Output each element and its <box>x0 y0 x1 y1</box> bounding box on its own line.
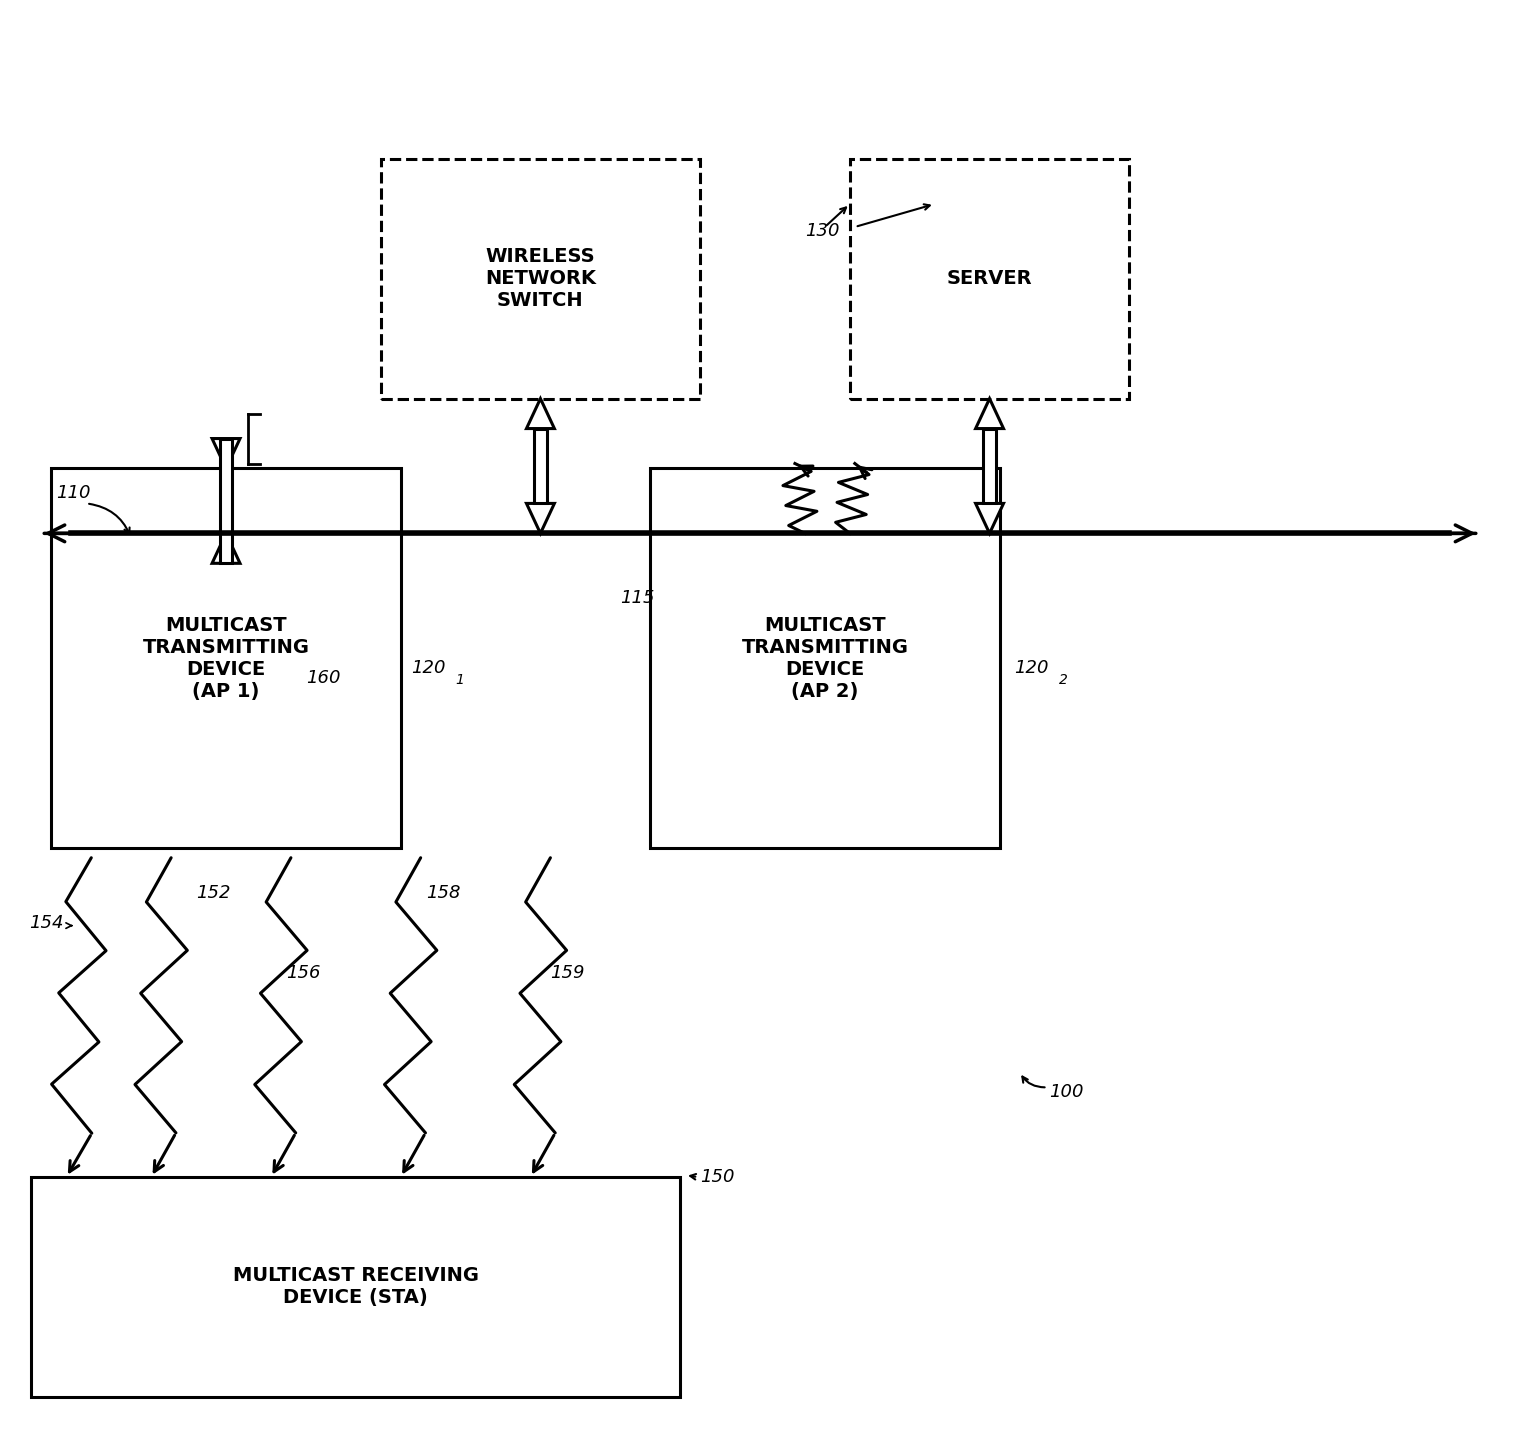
Polygon shape <box>213 439 240 469</box>
Text: 2: 2 <box>1059 673 1069 688</box>
Text: WIRELESS
NETWORK
SWITCH: WIRELESS NETWORK SWITCH <box>485 248 596 310</box>
Polygon shape <box>983 429 995 504</box>
Text: 159: 159 <box>551 963 585 982</box>
FancyBboxPatch shape <box>52 469 401 847</box>
FancyBboxPatch shape <box>651 469 1000 847</box>
Text: 152: 152 <box>196 883 231 902</box>
Text: 130: 130 <box>805 222 839 240</box>
Polygon shape <box>527 504 554 533</box>
Polygon shape <box>220 439 233 563</box>
FancyBboxPatch shape <box>850 159 1130 398</box>
Text: 120: 120 <box>1015 659 1049 678</box>
Text: 150: 150 <box>700 1169 735 1186</box>
Text: MULTICAST
TRANSMITTING
DEVICE
(AP 1): MULTICAST TRANSMITTING DEVICE (AP 1) <box>142 615 309 701</box>
Text: 120: 120 <box>410 659 446 678</box>
Polygon shape <box>975 504 1003 533</box>
Text: 154: 154 <box>29 914 64 931</box>
Text: MULTICAST
TRANSMITTING
DEVICE
(AP 2): MULTICAST TRANSMITTING DEVICE (AP 2) <box>741 615 908 701</box>
Text: 100: 100 <box>1049 1083 1084 1102</box>
Text: MULTICAST RECEIVING
DEVICE (STA): MULTICAST RECEIVING DEVICE (STA) <box>233 1267 479 1308</box>
Text: 115: 115 <box>620 589 655 607</box>
Text: 156: 156 <box>286 963 320 982</box>
Text: SERVER: SERVER <box>946 269 1032 288</box>
Text: 110: 110 <box>57 485 90 502</box>
Text: 160: 160 <box>306 669 340 688</box>
Polygon shape <box>527 398 554 429</box>
Text: 158: 158 <box>426 883 461 902</box>
Polygon shape <box>534 429 547 504</box>
Text: 1: 1 <box>456 673 464 688</box>
FancyBboxPatch shape <box>32 1177 680 1397</box>
Polygon shape <box>213 533 240 563</box>
Polygon shape <box>975 398 1003 429</box>
FancyBboxPatch shape <box>381 159 700 398</box>
